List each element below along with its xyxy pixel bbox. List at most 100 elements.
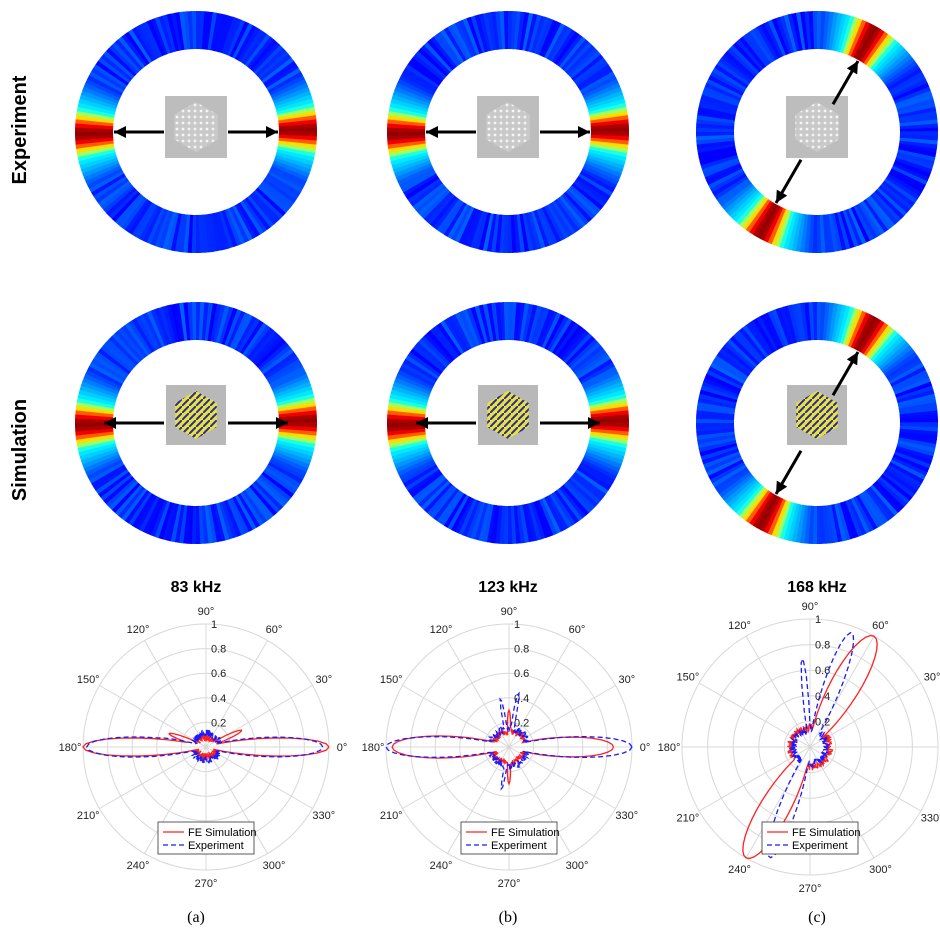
heatmap-segment bbox=[571, 473, 604, 501]
heatmap-segment bbox=[825, 11, 834, 50]
heatmap-segment bbox=[212, 13, 226, 52]
heatmap-segment bbox=[264, 354, 299, 380]
heatmap-segment bbox=[759, 314, 781, 350]
heatmap-segment bbox=[108, 335, 139, 366]
heatmap-segment bbox=[271, 453, 309, 473]
heatmap-segment bbox=[588, 148, 627, 162]
heatmap-segment bbox=[696, 428, 735, 437]
heatmap-segment bbox=[721, 183, 754, 211]
heatmap-segment bbox=[388, 146, 427, 158]
heatmap-segment bbox=[544, 496, 566, 532]
heatmap-segment bbox=[701, 157, 740, 175]
heatmap-segment bbox=[76, 106, 115, 119]
heatmap-segment bbox=[503, 214, 509, 254]
heatmap-segment bbox=[819, 505, 827, 544]
theta-tick-label: 0° bbox=[337, 742, 348, 754]
heatmap-segment bbox=[807, 11, 815, 50]
theta-tick-label: 270° bbox=[195, 878, 218, 890]
heatmap-segment bbox=[898, 436, 937, 449]
heatmap-segment bbox=[277, 145, 316, 158]
heatmap-segment bbox=[470, 210, 486, 249]
heatmap-segment bbox=[578, 358, 613, 382]
heatmap-segment bbox=[114, 330, 143, 362]
heatmap-segment bbox=[896, 442, 935, 457]
heatmap-segment bbox=[745, 322, 771, 357]
heatmap-segment bbox=[275, 151, 314, 166]
heatmap-segment bbox=[165, 13, 179, 52]
heatmap-segment bbox=[827, 303, 839, 342]
heatmap-segment bbox=[759, 23, 781, 59]
heatmap-segment bbox=[559, 195, 587, 228]
heatmap-segment bbox=[569, 50, 601, 79]
theta-tick-label: 150° bbox=[380, 674, 403, 686]
lattice-hexagon bbox=[175, 391, 217, 439]
caption-c: (c) bbox=[808, 909, 826, 926]
heatmap-segment bbox=[782, 14, 797, 53]
heatmap-segment bbox=[535, 18, 554, 56]
heatmap-segment bbox=[546, 24, 569, 61]
heatmap-segment bbox=[716, 60, 750, 87]
heatmap-segment bbox=[74, 418, 114, 424]
heatmap-segment bbox=[135, 494, 158, 531]
heatmap-segment bbox=[579, 361, 615, 385]
polar-plot-c: 0°30°60°90°120°150°180°210°240°270°300°3… bbox=[658, 601, 940, 895]
heatmap-segment bbox=[899, 131, 939, 137]
heatmap-segment bbox=[556, 324, 583, 358]
heatmap-segment bbox=[706, 369, 743, 390]
caption-a: (a) bbox=[187, 909, 205, 926]
heatmap-segment bbox=[578, 464, 614, 488]
heatmap-segment bbox=[567, 47, 598, 77]
heatmap-segment bbox=[721, 474, 754, 502]
heatmap-segment bbox=[697, 401, 736, 413]
heatmap-segment bbox=[533, 500, 551, 539]
polar-series-experiment bbox=[85, 729, 324, 766]
heatmap-segment bbox=[433, 488, 460, 522]
heatmap-segment bbox=[261, 471, 295, 498]
heatmap-segment bbox=[880, 182, 913, 210]
heatmap-segment bbox=[590, 431, 629, 440]
heatmap-segment bbox=[398, 75, 435, 97]
heatmap-segment bbox=[576, 466, 612, 491]
heatmap-segment bbox=[215, 14, 230, 53]
heatmap-segment bbox=[76, 146, 115, 158]
heatmap-segment bbox=[872, 332, 902, 364]
heatmap-segment bbox=[78, 152, 117, 167]
heatmap-segment bbox=[388, 143, 427, 154]
heatmap-segment bbox=[409, 348, 443, 375]
heatmap-segment bbox=[278, 431, 317, 440]
heatmap-segment bbox=[755, 25, 779, 61]
heatmap-segment bbox=[106, 478, 137, 508]
heatmap-segment bbox=[539, 207, 558, 245]
heatmap-segment bbox=[770, 18, 789, 56]
heatmap-segment bbox=[76, 401, 115, 413]
heatmap-segment bbox=[510, 214, 518, 253]
heatmap-segment bbox=[884, 468, 918, 495]
heatmap-segment bbox=[544, 205, 566, 241]
heatmap-segment bbox=[207, 504, 218, 543]
heatmap-segment bbox=[872, 191, 902, 222]
heatmap-segment bbox=[770, 309, 789, 347]
heatmap-segment bbox=[142, 312, 163, 349]
heatmap-segment bbox=[388, 401, 427, 413]
heatmap-segment bbox=[807, 302, 815, 341]
heatmap-segment bbox=[825, 302, 834, 341]
heatmap-segment bbox=[387, 406, 426, 415]
heatmap-segment bbox=[516, 505, 526, 544]
heatmap-segment bbox=[530, 306, 546, 345]
heatmap-segment bbox=[473, 14, 488, 53]
heatmap-segment bbox=[420, 44, 451, 75]
heatmap-segment bbox=[186, 11, 194, 50]
heatmap-segment bbox=[278, 422, 318, 428]
heatmap-segment bbox=[516, 302, 525, 341]
heatmap-segment bbox=[862, 31, 889, 65]
heatmap-segment bbox=[583, 82, 621, 101]
heatmap-segment bbox=[521, 303, 534, 342]
heatmap-segment bbox=[174, 504, 186, 543]
heatmap-segment bbox=[561, 484, 590, 516]
heatmap-segment bbox=[895, 445, 934, 461]
theta-tick-label: 90° bbox=[501, 606, 518, 618]
heatmap-segment bbox=[563, 332, 593, 364]
heatmap-segment bbox=[117, 327, 145, 360]
